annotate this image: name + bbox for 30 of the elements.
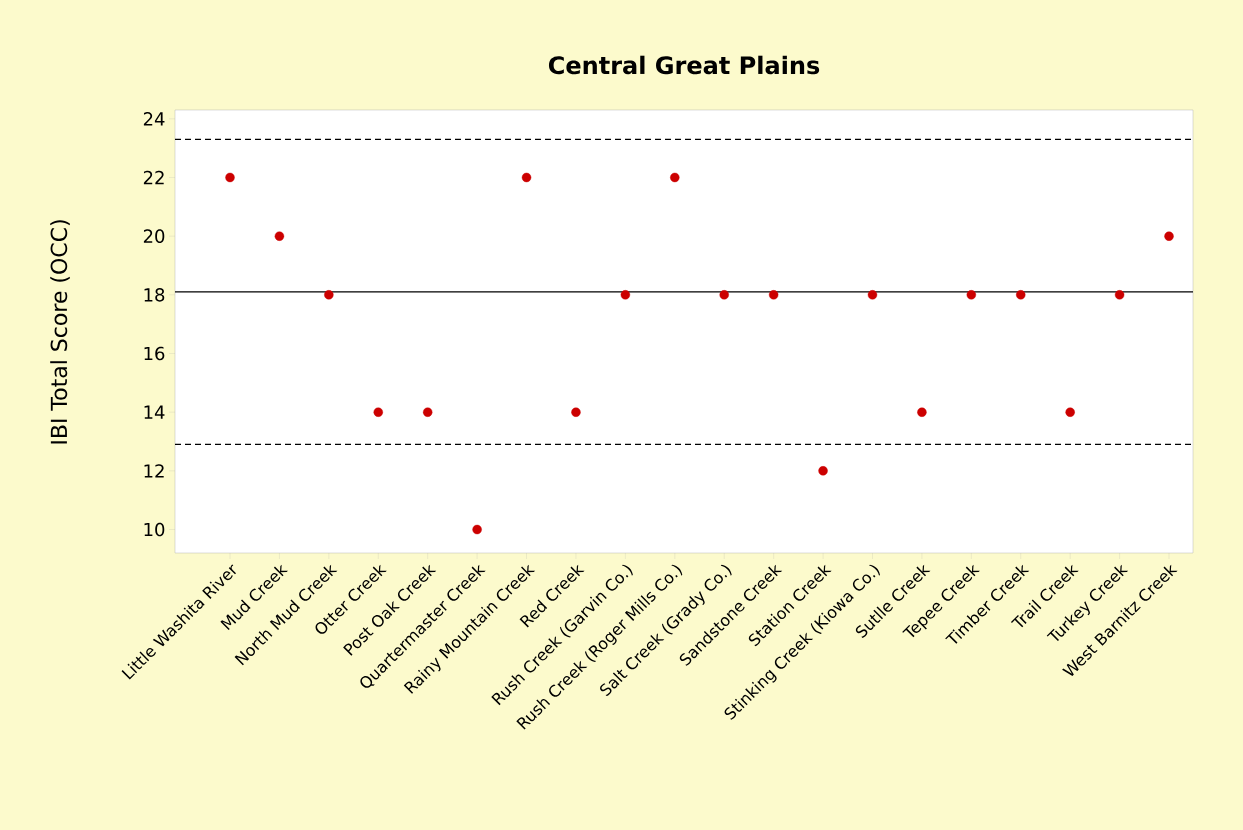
y-tick-label: 14 bbox=[144, 405, 165, 419]
y-tick-label: 22 bbox=[143, 170, 164, 185]
point bbox=[620, 290, 631, 300]
point bbox=[1065, 407, 1075, 417]
point bbox=[1114, 290, 1125, 300]
point bbox=[472, 524, 482, 535]
point bbox=[324, 290, 334, 300]
point bbox=[719, 290, 729, 300]
point bbox=[867, 290, 878, 300]
y-axis-title: IBI Total Score (OCC) bbox=[50, 220, 70, 444]
point bbox=[818, 466, 828, 476]
chart-title: Central Great Plains bbox=[548, 55, 820, 75]
point bbox=[274, 231, 285, 241]
point bbox=[373, 407, 383, 417]
point bbox=[1164, 231, 1174, 241]
point bbox=[917, 407, 927, 417]
y-tick-label: 24 bbox=[143, 112, 165, 126]
y-tick-label: 12 bbox=[144, 464, 164, 478]
point bbox=[422, 407, 433, 417]
point bbox=[670, 172, 680, 183]
y-tick-label: 16 bbox=[144, 346, 165, 361]
y-tick-label: 10 bbox=[144, 522, 165, 537]
point bbox=[571, 407, 581, 417]
point bbox=[966, 290, 977, 300]
y-tick-label: 20 bbox=[143, 229, 165, 243]
point bbox=[768, 290, 779, 300]
point bbox=[225, 172, 235, 183]
point bbox=[1016, 290, 1026, 300]
point bbox=[521, 172, 532, 183]
y-tick-label: 18 bbox=[144, 288, 165, 302]
